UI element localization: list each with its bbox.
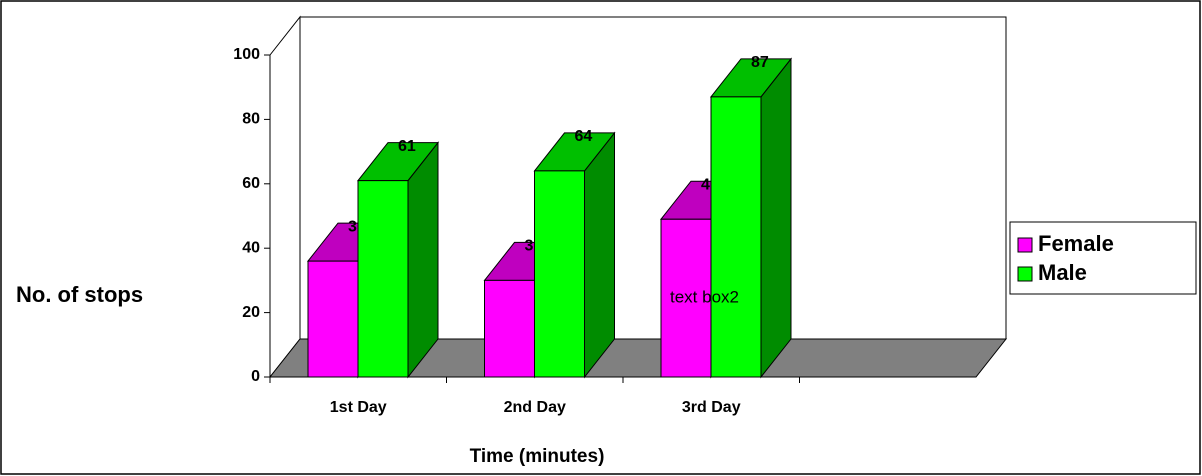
value-label: 64 <box>575 128 593 145</box>
y-tick-label: 100 <box>233 46 260 63</box>
x-axis-label: Time (minutes) <box>470 446 605 467</box>
bar-side <box>407 141 439 379</box>
y-tick-label: 60 <box>242 175 260 192</box>
legend-swatch <box>1017 237 1033 253</box>
legend-label: Female <box>1038 231 1114 256</box>
bar-front <box>534 170 585 378</box>
legend-label: Male <box>1038 260 1087 285</box>
x-tick-label: 1st Day <box>330 399 387 416</box>
side-wall <box>269 15 301 379</box>
bar-front <box>710 96 762 378</box>
value-label: 87 <box>751 54 769 71</box>
x-tick-label: 3rd Day <box>682 399 741 416</box>
bar <box>533 131 616 379</box>
x-tick-label: 2nd Day <box>504 399 566 416</box>
bar-front <box>484 279 535 378</box>
bar-side <box>584 131 615 379</box>
legend-swatch <box>1017 266 1033 282</box>
annotation: text box2 <box>670 287 739 306</box>
bar <box>356 141 440 379</box>
bar-front <box>357 180 409 378</box>
y-tick-label: 40 <box>242 239 260 256</box>
value-label: 61 <box>398 138 416 155</box>
y-tick-label: 0 <box>251 368 260 385</box>
y-axis-label: No. of stops <box>16 282 143 307</box>
y-tick-label: 80 <box>242 111 260 128</box>
bar-side <box>760 57 792 379</box>
legend-box <box>1009 221 1197 295</box>
bar <box>709 57 793 379</box>
y-tick-label: 20 <box>242 304 260 321</box>
bar-front <box>307 260 359 378</box>
